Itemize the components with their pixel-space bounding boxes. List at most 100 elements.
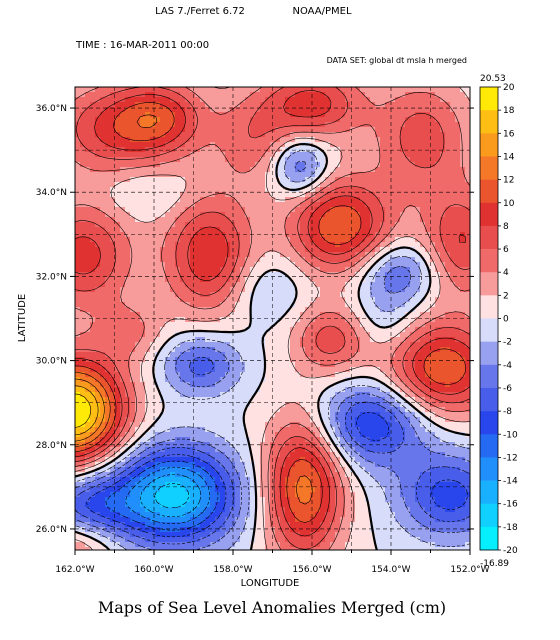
heatmap-cell	[215, 212, 221, 218]
org-label: NOAA/PMEL	[292, 6, 351, 17]
heatmap-cell	[175, 107, 181, 113]
heatmap-cell	[320, 317, 326, 323]
heatmap-cell	[425, 222, 431, 228]
heatmap-cell	[85, 237, 91, 243]
heatmap-cell	[220, 117, 226, 123]
heatmap-cell	[195, 292, 201, 298]
heatmap-cell	[85, 212, 91, 218]
heatmap-cell	[320, 342, 326, 348]
heatmap-cell	[145, 342, 151, 348]
heatmap-cell	[465, 307, 471, 313]
heatmap-cell	[305, 367, 311, 373]
heatmap-cell	[415, 212, 421, 218]
heatmap-cell	[105, 202, 111, 208]
heatmap-cell	[155, 302, 161, 308]
heatmap-cell	[200, 247, 206, 253]
heatmap-cell	[255, 117, 261, 123]
heatmap-cell	[385, 177, 391, 183]
heatmap-cell	[390, 222, 396, 228]
heatmap-cell	[195, 202, 201, 208]
heatmap-cell	[220, 322, 226, 328]
heatmap-cell	[290, 112, 296, 118]
heatmap-cell	[270, 257, 276, 263]
heatmap-cell	[135, 237, 141, 243]
heatmap-cell	[365, 337, 371, 343]
heatmap-cell	[415, 117, 421, 123]
heatmap-cell	[265, 92, 271, 98]
heatmap-cell	[280, 157, 286, 163]
heatmap-cell	[465, 302, 471, 308]
heatmap-cell	[235, 357, 241, 363]
heatmap-cell	[440, 332, 446, 338]
heatmap-cell	[90, 382, 96, 388]
heatmap-cell	[365, 207, 371, 213]
heatmap-cell	[340, 107, 346, 113]
heatmap-cell	[190, 237, 196, 243]
heatmap-cell	[155, 277, 161, 283]
heatmap-cell	[435, 92, 441, 98]
heatmap-cell	[405, 362, 411, 368]
heatmap-cell	[355, 127, 361, 133]
heatmap-cell	[130, 312, 136, 318]
heatmap-cell	[450, 252, 456, 258]
heatmap-cell	[150, 297, 156, 303]
heatmap-cell	[125, 287, 131, 293]
heatmap-cell	[260, 92, 266, 98]
heatmap-cell	[295, 327, 301, 333]
heatmap-cell	[265, 307, 271, 313]
heatmap-cell	[430, 222, 436, 228]
heatmap-cell	[455, 367, 461, 373]
heatmap-cell	[460, 272, 466, 278]
heatmap-cell	[230, 182, 236, 188]
heatmap-cell	[185, 377, 191, 383]
heatmap-cell	[445, 267, 451, 273]
heatmap-cell	[165, 127, 171, 133]
heatmap-cell	[115, 397, 121, 403]
heatmap-cell	[180, 297, 186, 303]
heatmap-cell	[100, 377, 106, 383]
heatmap-cell	[375, 172, 381, 178]
heatmap-cell	[260, 262, 266, 268]
heatmap-cell	[100, 227, 106, 233]
heatmap-cell	[355, 162, 361, 168]
heatmap-cell	[250, 162, 256, 168]
heatmap-cell	[80, 207, 86, 213]
heatmap-cell	[460, 217, 466, 223]
heatmap-cell	[225, 87, 231, 93]
heatmap-cell	[420, 362, 426, 368]
heatmap-cell	[305, 302, 311, 308]
heatmap-cell	[180, 247, 186, 253]
heatmap-cell	[455, 217, 461, 223]
heatmap-cell	[460, 387, 466, 393]
heatmap-cell	[410, 167, 416, 173]
heatmap-cell	[365, 107, 371, 113]
heatmap-cell	[325, 342, 331, 348]
heatmap-cell	[435, 392, 441, 398]
heatmap-cell	[375, 317, 381, 323]
heatmap-cell	[410, 222, 416, 228]
heatmap-cell	[75, 107, 81, 113]
heatmap-cell	[140, 102, 146, 108]
heatmap-cell	[275, 332, 281, 338]
heatmap-cell	[105, 282, 111, 288]
heatmap-cell	[215, 92, 221, 98]
heatmap-cell	[290, 342, 296, 348]
heatmap-cell	[115, 227, 121, 233]
heatmap-cell	[170, 177, 176, 183]
heatmap-cell	[185, 327, 191, 333]
heatmap-cell	[320, 177, 326, 183]
heatmap-cell	[200, 297, 206, 303]
heatmap-cell	[375, 167, 381, 173]
heatmap-cell	[195, 297, 201, 303]
heatmap-cell	[210, 307, 216, 313]
heatmap-cell	[405, 127, 411, 133]
heatmap-cell	[95, 87, 101, 93]
heatmap-cell	[290, 317, 296, 323]
heatmap-cell	[310, 257, 316, 263]
heatmap-cell	[330, 122, 336, 128]
heatmap-cell	[415, 277, 421, 283]
heatmap-cell	[440, 342, 446, 348]
heatmap-cell	[135, 197, 141, 203]
heatmap-cell	[180, 137, 186, 143]
heatmap-cell	[355, 132, 361, 138]
